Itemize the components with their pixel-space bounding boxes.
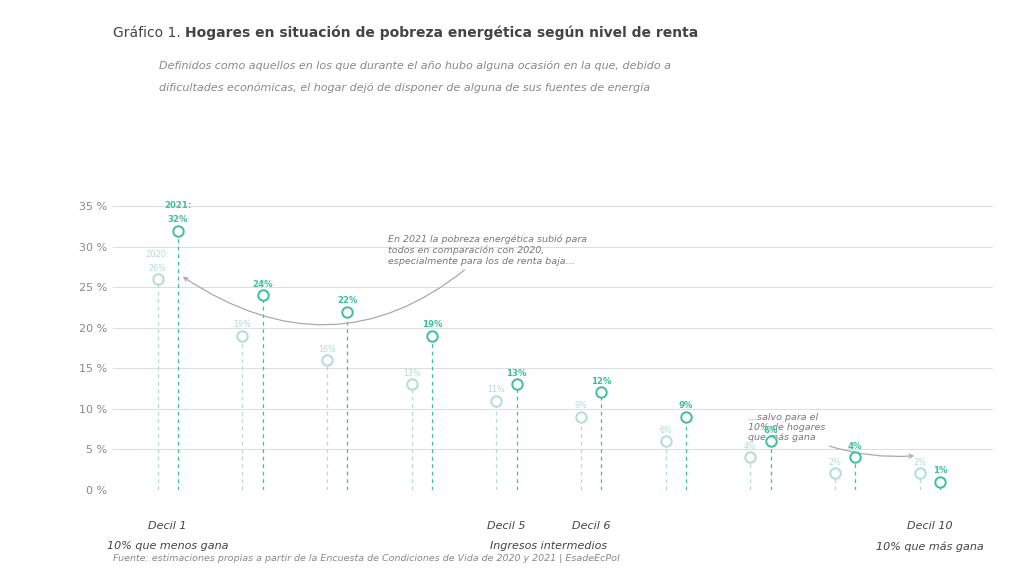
Text: 24%: 24% <box>252 280 272 289</box>
Text: Decil 1: Decil 1 <box>148 521 187 531</box>
Text: 11%: 11% <box>487 385 505 394</box>
Text: dificultades económicas, el hogar dejó de disponer de alguna de sus fuentes de e: dificultades económicas, el hogar dejó d… <box>159 82 650 93</box>
Text: ...salvo para el
10% de hogares
que más gana: ...salvo para el 10% de hogares que más … <box>748 412 913 458</box>
Text: 9%: 9% <box>679 401 693 410</box>
Text: En 2021 la pobreza energética subió para
todos en comparación con 2020,
especial: En 2021 la pobreza energética subió para… <box>184 234 587 325</box>
Text: 2%: 2% <box>913 458 926 467</box>
Text: 1%: 1% <box>933 466 947 475</box>
Text: 22%: 22% <box>337 296 357 305</box>
Text: 13%: 13% <box>506 369 526 378</box>
Text: 16%: 16% <box>318 344 336 354</box>
Text: Decil 5: Decil 5 <box>487 521 525 531</box>
Text: Ingresos intermedios: Ingresos intermedios <box>490 541 607 551</box>
Text: 10% que menos gana: 10% que menos gana <box>106 541 228 551</box>
Text: Fuente: estimaciones propias a partir de la Encuesta de Condiciones de Vida de 2: Fuente: estimaciones propias a partir de… <box>113 554 620 563</box>
Text: Decil 6: Decil 6 <box>571 521 610 531</box>
Text: Hogares en situación de pobreza energética según nivel de renta: Hogares en situación de pobreza energéti… <box>184 26 698 40</box>
Text: 4%: 4% <box>743 442 757 451</box>
Text: 6%: 6% <box>659 426 672 434</box>
Text: 26%: 26% <box>148 264 167 272</box>
Text: Gráfico 1.: Gráfico 1. <box>113 26 184 40</box>
Text: 13%: 13% <box>402 369 421 378</box>
Text: 9%: 9% <box>574 401 588 410</box>
Text: 2%: 2% <box>828 458 842 467</box>
Text: 6%: 6% <box>763 426 778 434</box>
Text: 10% que más gana: 10% que más gana <box>876 541 984 552</box>
Text: 32%: 32% <box>168 215 188 224</box>
Text: 2020:: 2020: <box>145 250 169 259</box>
Text: 4%: 4% <box>848 442 862 451</box>
Text: Decil 10: Decil 10 <box>907 521 952 531</box>
Text: 2021:: 2021: <box>164 202 191 210</box>
Text: 19%: 19% <box>422 320 442 329</box>
Text: Definidos como aquellos en los que durante el año hubo alguna ocasión en la que,: Definidos como aquellos en los que duran… <box>159 60 671 71</box>
Text: 19%: 19% <box>233 320 251 329</box>
Text: 12%: 12% <box>591 377 611 386</box>
